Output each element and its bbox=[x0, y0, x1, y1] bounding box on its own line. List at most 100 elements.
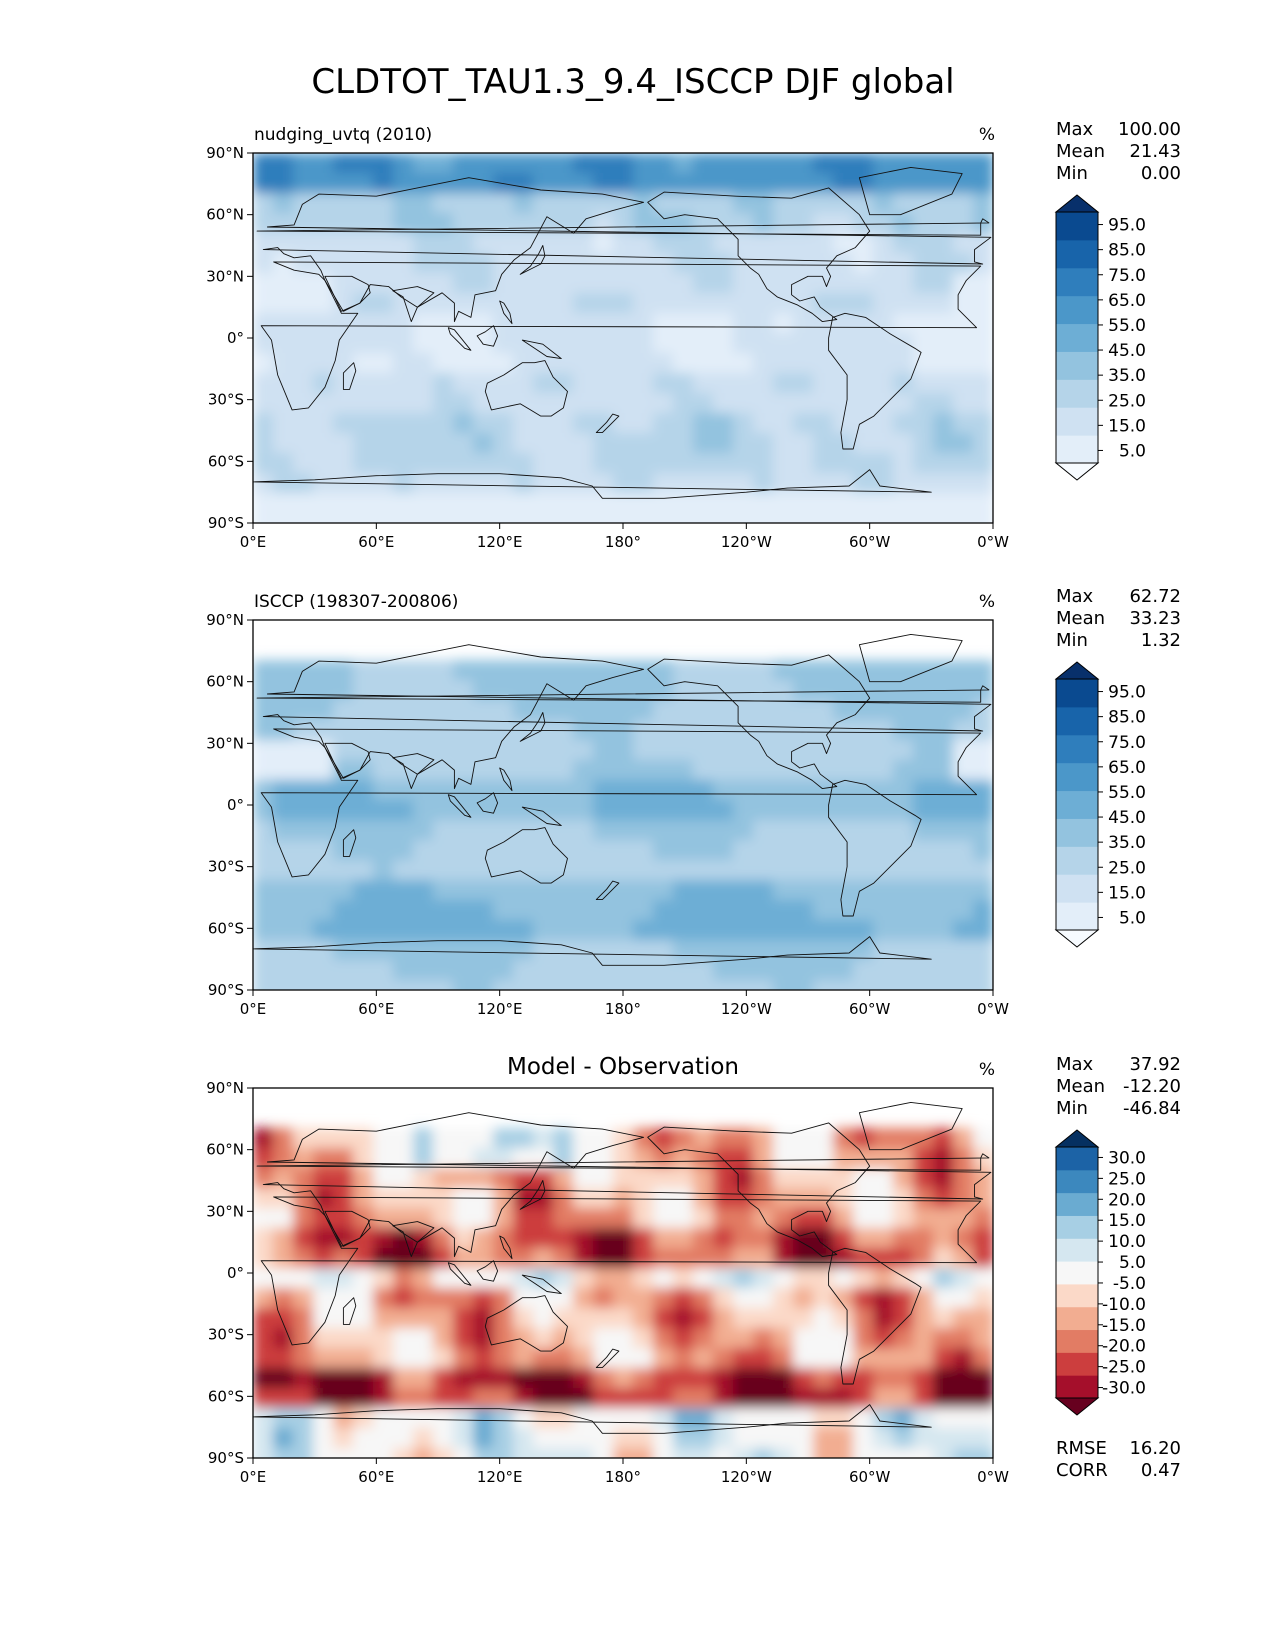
field-cell bbox=[513, 1268, 534, 1289]
field-cell bbox=[513, 233, 534, 254]
field-cell bbox=[553, 1208, 574, 1229]
field-cell bbox=[613, 1288, 634, 1309]
coastline bbox=[595, 1348, 620, 1369]
field-cell bbox=[933, 840, 954, 861]
field-cell bbox=[253, 1128, 274, 1149]
field-cell bbox=[433, 213, 454, 234]
field-cell bbox=[353, 1208, 374, 1229]
field-cell bbox=[473, 1168, 494, 1189]
lat-tick-label: 30°S bbox=[208, 391, 244, 409]
colorbar-label: 25.0 bbox=[1108, 391, 1146, 411]
field-cell bbox=[273, 253, 294, 274]
field-cell bbox=[313, 860, 334, 881]
field-cell bbox=[533, 513, 554, 523]
field-cell bbox=[593, 860, 614, 881]
field-cell bbox=[473, 1348, 494, 1369]
field-cell bbox=[913, 960, 934, 981]
field-cell bbox=[753, 780, 774, 801]
field-cell bbox=[913, 800, 934, 821]
stats-block: Max 100.00 Mean 21.43 Min 0.00 bbox=[1056, 119, 1181, 184]
colorbar-label: 65.0 bbox=[1108, 291, 1146, 311]
coastline bbox=[260, 1196, 982, 1346]
field-cell bbox=[573, 840, 594, 861]
field-cell bbox=[453, 780, 474, 801]
field-cell bbox=[553, 393, 574, 414]
field-cell bbox=[373, 173, 394, 194]
field-cell bbox=[513, 700, 534, 721]
field-cell bbox=[873, 840, 894, 861]
field-cell bbox=[333, 1348, 354, 1369]
field-cell bbox=[613, 800, 634, 821]
field-cell bbox=[733, 960, 754, 981]
field-cell bbox=[453, 960, 474, 981]
field-cell bbox=[733, 680, 754, 701]
field-cell bbox=[333, 1328, 354, 1349]
stat-min-label: Min bbox=[1056, 163, 1088, 184]
field-cell bbox=[553, 213, 574, 234]
field-cell bbox=[813, 353, 834, 374]
field-cell bbox=[753, 393, 774, 414]
field-cell bbox=[313, 1288, 334, 1309]
field-cell bbox=[573, 1348, 594, 1369]
field-cell bbox=[453, 700, 474, 721]
field-cell bbox=[753, 173, 774, 194]
field-cell bbox=[693, 1368, 714, 1389]
field-cell bbox=[553, 880, 574, 901]
field-cell bbox=[973, 433, 993, 454]
field-cell bbox=[273, 293, 294, 314]
field-cell bbox=[373, 413, 394, 434]
field-cell bbox=[493, 1328, 514, 1349]
field-cell bbox=[553, 153, 574, 174]
field-cell bbox=[593, 413, 614, 434]
field-cell bbox=[853, 153, 874, 174]
field-cell bbox=[453, 840, 474, 861]
field-cell bbox=[633, 1348, 654, 1369]
field-cell bbox=[293, 1448, 314, 1458]
field-cell bbox=[733, 700, 754, 721]
field-cell bbox=[433, 333, 454, 354]
field-cell bbox=[893, 840, 914, 861]
field-cell bbox=[833, 1268, 854, 1289]
skill-block: RMSE 16.20 CORR 0.47 bbox=[1056, 1438, 1181, 1481]
stat-min-label: Min bbox=[1056, 630, 1088, 651]
field-cell bbox=[313, 780, 334, 801]
field-cell bbox=[633, 1268, 654, 1289]
field-cell bbox=[573, 1428, 594, 1449]
field-cell bbox=[813, 513, 834, 523]
field-cell bbox=[713, 393, 734, 414]
field-cell bbox=[713, 1128, 734, 1149]
field-cell bbox=[833, 740, 854, 761]
colorbar-label: -30.0 bbox=[1102, 1379, 1146, 1399]
field-cell bbox=[313, 353, 334, 374]
field-cell bbox=[413, 700, 434, 721]
field-cell bbox=[833, 1308, 854, 1329]
field-cell bbox=[753, 660, 774, 681]
field-cell bbox=[413, 1148, 434, 1169]
field-cell bbox=[673, 820, 694, 841]
field-cell bbox=[393, 760, 414, 781]
field-cell bbox=[673, 1308, 694, 1329]
field-cell bbox=[793, 513, 814, 523]
field-cell bbox=[353, 760, 374, 781]
field-cell bbox=[873, 1188, 894, 1209]
field-cell bbox=[653, 880, 674, 901]
field-cell bbox=[893, 1208, 914, 1229]
field-cell bbox=[593, 780, 614, 801]
field-cell bbox=[853, 1148, 874, 1169]
field-cell bbox=[653, 273, 674, 294]
field-cell bbox=[253, 1428, 274, 1449]
field-cell bbox=[633, 1128, 654, 1149]
field-cell bbox=[753, 233, 774, 254]
field-cell bbox=[713, 1388, 734, 1409]
field-cell bbox=[813, 233, 834, 254]
field-cell bbox=[933, 193, 954, 214]
field-cell bbox=[473, 960, 494, 981]
field-cell bbox=[473, 213, 494, 234]
field-cell bbox=[853, 800, 874, 821]
field-cell bbox=[793, 1188, 814, 1209]
field-cell bbox=[273, 213, 294, 234]
field-cell bbox=[613, 233, 634, 254]
field-cell bbox=[713, 233, 734, 254]
field-cell bbox=[373, 1248, 394, 1269]
field-cell bbox=[933, 493, 954, 514]
